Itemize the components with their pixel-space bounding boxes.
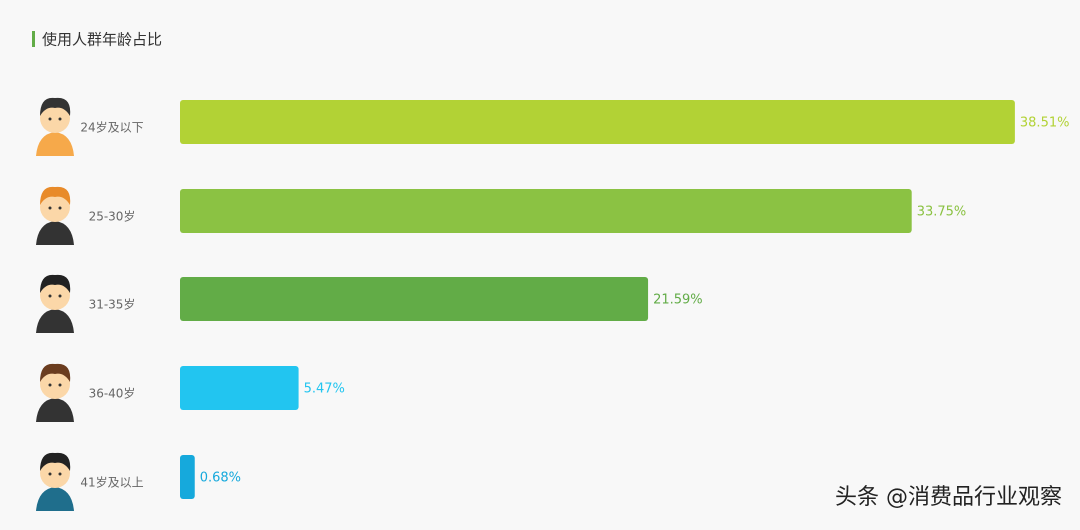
avatar-body: [36, 398, 74, 422]
avatar-hair: [40, 274, 71, 293]
avatar-eye: [58, 472, 62, 476]
bar: [180, 189, 912, 233]
category-label: 24岁及以下: [80, 120, 143, 135]
watermark: 头条 @消费品行业观察: [835, 485, 1062, 510]
avatar-head: [40, 369, 70, 399]
avatars: [36, 97, 74, 511]
avatar-eye: [58, 206, 62, 210]
value-label: 33.75%: [917, 205, 967, 220]
title-marker: [32, 31, 35, 47]
bar: [180, 100, 1015, 144]
category-label: 31-35岁: [89, 297, 136, 312]
category-label: 41岁及以上: [80, 475, 143, 490]
avatar-eye: [48, 472, 52, 476]
avatar-hair: [40, 452, 71, 471]
avatar-eye: [58, 383, 62, 387]
avatar-hair: [40, 363, 71, 382]
avatar-head: [40, 458, 70, 488]
avatar-body: [36, 487, 74, 511]
avatar-hair: [40, 186, 71, 205]
avatar-eye: [48, 383, 52, 387]
avatar-eye: [58, 117, 62, 121]
bar: [180, 366, 299, 410]
avatar-body: [36, 309, 74, 333]
avatar-body: [36, 221, 74, 245]
category-label: 25-30岁: [89, 209, 136, 224]
avatar-head: [40, 103, 70, 133]
category-label: 36-40岁: [89, 386, 136, 401]
avatar-eye: [48, 294, 52, 298]
avatar-hair: [40, 97, 71, 116]
avatar-body: [36, 132, 74, 156]
avatar-eye: [58, 294, 62, 298]
avatar-head: [40, 192, 70, 222]
chart-title: 使用人群年龄占比: [42, 31, 162, 49]
bar: [180, 455, 195, 499]
value-label: 0.68%: [200, 471, 241, 486]
value-label: 5.47%: [304, 382, 345, 397]
value-label: 38.51%: [1020, 116, 1070, 131]
bar: [180, 277, 649, 321]
avatar-eye: [48, 117, 52, 121]
value-label: 21.59%: [653, 293, 703, 308]
avatar-eye: [48, 206, 52, 210]
avatar-head: [40, 280, 70, 310]
